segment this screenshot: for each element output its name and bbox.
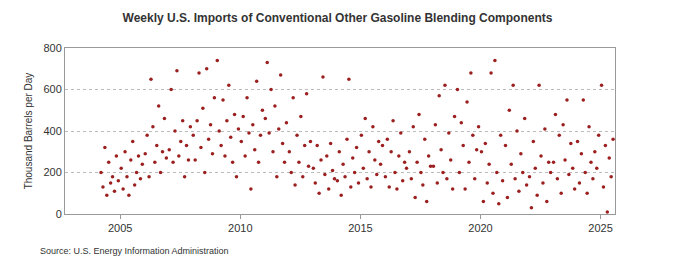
svg-text:800: 800 bbox=[43, 42, 61, 54]
svg-text:Weekly U.S. Imports of Convent: Weekly U.S. Imports of Conventional Othe… bbox=[123, 11, 553, 25]
svg-text:2025: 2025 bbox=[588, 222, 612, 234]
svg-text:400: 400 bbox=[43, 125, 61, 137]
svg-text:200: 200 bbox=[43, 166, 61, 178]
svg-text:Source: U.S. Energy Informatio: Source: U.S. Energy Information Administ… bbox=[40, 246, 229, 256]
svg-text:2010: 2010 bbox=[228, 222, 252, 234]
svg-text:0: 0 bbox=[56, 208, 62, 220]
svg-text:2020: 2020 bbox=[468, 222, 492, 234]
svg-text:2015: 2015 bbox=[348, 222, 372, 234]
svg-text:2005: 2005 bbox=[108, 222, 132, 234]
svg-text:Thousand Barrels per Day: Thousand Barrels per Day bbox=[23, 73, 34, 190]
svg-text:600: 600 bbox=[43, 83, 61, 95]
